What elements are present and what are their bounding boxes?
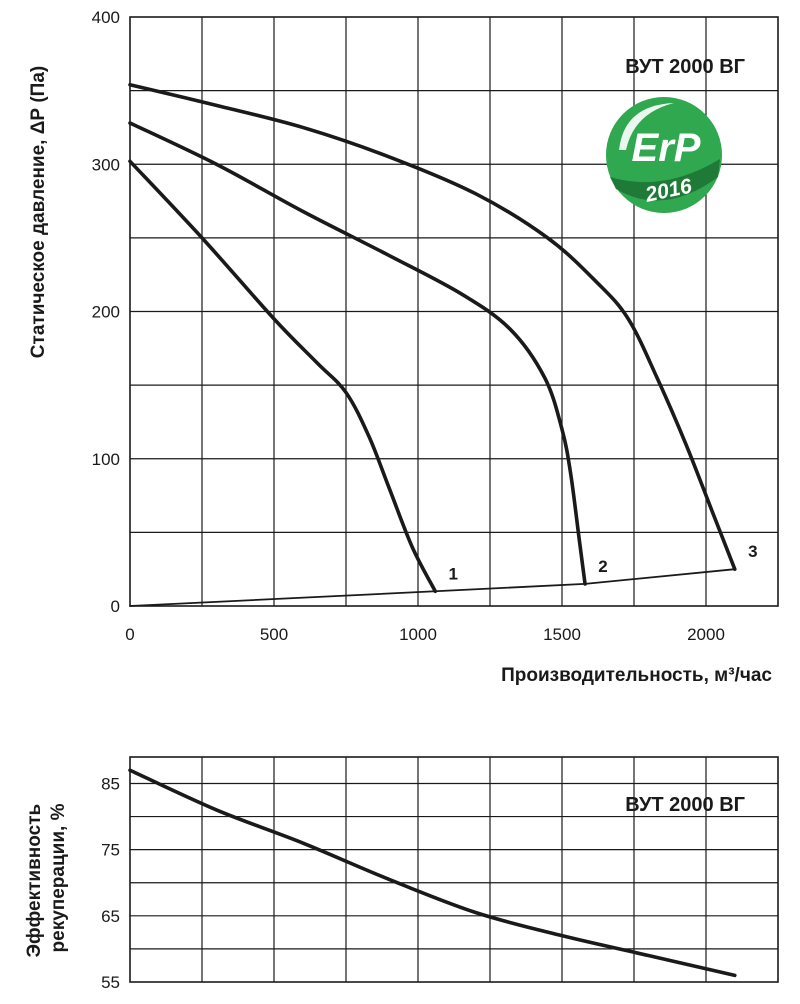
y-tick-label: 200 [92, 303, 120, 322]
x-tick-label: 1000 [399, 625, 437, 644]
erp-badge-text: ErP [632, 126, 701, 170]
efficiency-curve [128, 768, 737, 978]
efficiency-y-ticks: 55 65 75 85 [101, 774, 120, 992]
pressure-y-ticks: 0 100 200 300 400 [92, 8, 120, 616]
curve-label-1: 1 [449, 564, 458, 583]
pressure-chart: 1 2 3 0 100 200 300 400 0 500 1000 1500 2000 ВУТ 2… [28, 8, 779, 686]
pressure-y-axis-label: Статическое давление, ΔР (Па) [28, 66, 49, 358]
efficiency-chart-title: ВУТ 2000 ВГ [625, 794, 745, 816]
x-tick-label: 2000 [687, 625, 725, 644]
pressure-x-axis-label: Производительность, м³/час [501, 665, 772, 686]
y-tick-label: 300 [92, 155, 120, 174]
fan-curve-2 [128, 121, 587, 586]
system-characteristic-line [129, 568, 736, 607]
efficiency-series [128, 768, 737, 978]
pressure-grid [130, 17, 778, 606]
pressure-series: 1 2 3 [128, 82, 758, 607]
pressure-chart-title: ВУТ 2000 ВГ [625, 56, 745, 78]
y-tick-label: 100 [92, 450, 120, 469]
y-tick-label: 0 [111, 597, 120, 616]
fan-curve-3 [128, 82, 737, 571]
efficiency-y-axis-label: Эффективность рекуперации, % [24, 799, 69, 958]
y-tick-label: 75 [101, 841, 120, 860]
y-tick-label: 85 [101, 774, 120, 793]
x-tick-label: 500 [260, 625, 288, 644]
y-tick-label: 65 [101, 907, 120, 926]
curve-label-3: 3 [748, 542, 757, 561]
x-tick-label: 1500 [543, 625, 581, 644]
efficiency-grid [130, 757, 778, 982]
efficiency-plot-frame [129, 756, 779, 983]
x-tick-label: 0 [125, 625, 134, 644]
y-tick-label: 400 [92, 8, 120, 27]
efficiency-chart: 55 65 75 85 ВУТ 2000 ВГ Эффективность рекуп… [24, 756, 779, 992]
erp-badge-swoosh [619, 103, 674, 150]
fan-curve-1 [128, 159, 438, 594]
erp-2016-badge: ErP 2016 [606, 97, 722, 213]
y-tick-label: 55 [101, 973, 120, 992]
curve-label-2: 2 [598, 557, 607, 576]
pressure-x-ticks: 0 500 1000 1500 2000 [125, 625, 725, 644]
erp-badge-band [610, 159, 720, 201]
